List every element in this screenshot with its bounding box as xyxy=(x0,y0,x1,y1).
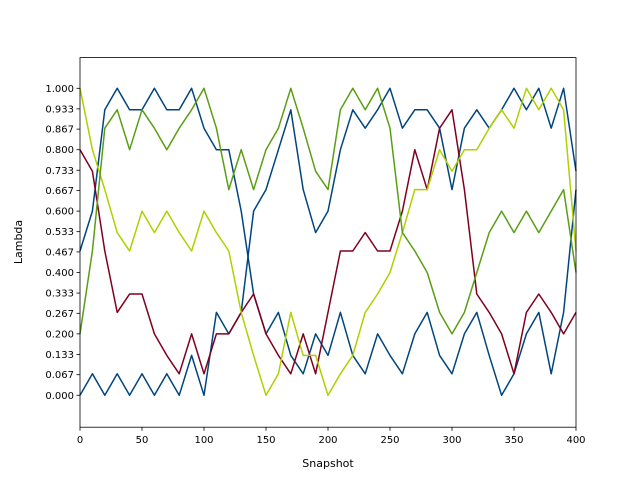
x-tick-label: 150 xyxy=(256,435,275,446)
y-axis-label: Lambda xyxy=(12,220,25,264)
y-tick-label: 0.667 xyxy=(45,186,74,197)
y-tick-label: 0.467 xyxy=(45,247,74,258)
y-tick-label: 0.733 xyxy=(45,166,74,177)
y-tick-label: 1.000 xyxy=(45,84,74,95)
x-axis: 0 50 100 150 200 250 300 350 400 xyxy=(77,427,586,446)
x-tick-label: 400 xyxy=(566,435,585,446)
x-tick-label: 300 xyxy=(442,435,461,446)
x-tick-label: 0 xyxy=(77,435,83,446)
y-tick-label: 0.200 xyxy=(45,329,74,340)
series-layer xyxy=(79,87,577,397)
y-axis: 0.000 0.067 0.133 0.200 0.267 0.333 0.400 0.467… xyxy=(45,84,80,402)
y-tick-label: 0.000 xyxy=(45,391,74,402)
y-tick-label: 0.333 xyxy=(45,289,74,300)
y-tick-label: 0.400 xyxy=(45,268,74,279)
x-tick-label: 100 xyxy=(194,435,213,446)
x-tick-label: 250 xyxy=(380,435,399,446)
series-line-0 xyxy=(79,87,577,397)
plot-frame xyxy=(79,57,577,428)
x-axis-label: Snapshot xyxy=(302,457,354,470)
y-tick-label: 0.533 xyxy=(45,227,74,238)
y-tick-label: 0.600 xyxy=(45,207,74,218)
y-tick-label: 0.267 xyxy=(45,309,74,320)
x-tick-label: 350 xyxy=(504,435,523,446)
series-line-2 xyxy=(79,109,577,375)
y-tick-label: 0.133 xyxy=(45,350,74,361)
y-tick-label: 0.933 xyxy=(45,104,74,115)
y-tick-label: 0.067 xyxy=(45,370,74,381)
series-line-3 xyxy=(79,87,577,397)
series-line-4 xyxy=(79,87,577,335)
y-tick-label: 0.800 xyxy=(45,145,74,156)
y-tick-label: 0.867 xyxy=(45,125,74,136)
series-line-1 xyxy=(79,87,577,397)
x-tick-label: 200 xyxy=(318,435,337,446)
x-tick-label: 50 xyxy=(136,435,149,446)
